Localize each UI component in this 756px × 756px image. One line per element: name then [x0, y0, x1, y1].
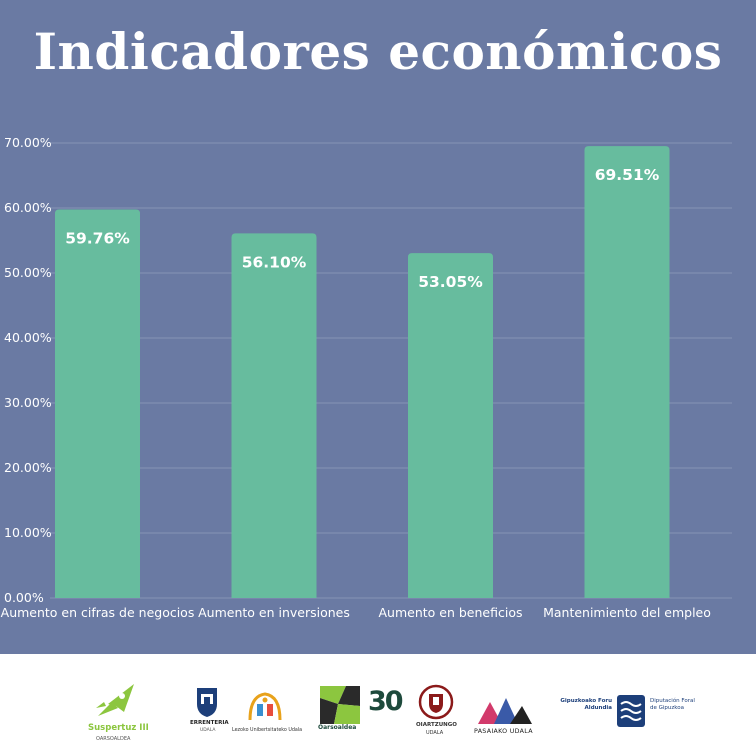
oiartzun-name: OIARTZUNGO	[416, 722, 457, 728]
gipuzkoa-name-left: Gipuzkoako Foru Aldundia	[560, 698, 612, 711]
oarsoaldea-badge: 30	[368, 686, 404, 717]
footer-logos: Suspertuz III OARSOALDEA ERRENTERIA UDAL…	[0, 654, 756, 756]
lezo-emblem-icon	[248, 692, 282, 721]
rocket-icon	[96, 684, 134, 716]
y-tick-label: 60.00%	[4, 200, 52, 215]
errenteria-name: ERRENTERIA	[190, 720, 229, 726]
x-tick-label: Aumento en cifras de negocios	[1, 605, 195, 620]
oiartzun-logo: OIARTZUNGO UDALA	[414, 684, 458, 738]
suspertuz-logo: Suspertuz III OARSOALDEA	[88, 680, 149, 746]
x-tick-label: Aumento en inversiones	[198, 605, 350, 620]
errenteria-shield-icon	[197, 688, 217, 717]
x-tick-label: Mantenimiento del empleo	[543, 605, 711, 620]
errenteria-sub: UDALA	[200, 728, 216, 733]
oarsoaldea-name: Oarsoaldea	[318, 724, 357, 731]
bar	[55, 209, 140, 598]
y-tick-label: 0.00%	[4, 590, 44, 605]
gipuzkoa-name-right: Diputación Foral de Gipuzkoa	[650, 698, 695, 711]
data-label: 59.76%	[65, 230, 130, 248]
pasaia-emblem-icon	[478, 698, 532, 724]
data-label: 56.10%	[242, 253, 307, 271]
bar	[584, 146, 670, 598]
oiartzun-sub: UDALA	[426, 730, 444, 736]
pasaia-logo: PASAIAKO UDALA	[474, 694, 536, 738]
gipuzkoa-logo: Gipuzkoako Foru Aldundia Diputación Fora…	[556, 694, 698, 734]
bar	[408, 253, 493, 599]
oiartzun-seal-icon	[418, 684, 454, 720]
data-label: 53.05%	[418, 273, 483, 291]
suspertuz-sub: OARSOALDEA	[96, 736, 131, 742]
bar	[231, 233, 317, 598]
oarsoaldea-emblem-icon	[320, 686, 360, 724]
oarsoaldea-logo: Oarsoaldea 30	[318, 684, 410, 732]
chart-title: Indicadores económicos	[33, 22, 723, 81]
y-tick-label: 40.00%	[4, 330, 52, 345]
y-tick-label: 10.00%	[4, 525, 52, 540]
y-tick-label: 20.00%	[4, 460, 52, 475]
y-tick-label: 30.00%	[4, 395, 52, 410]
lezo-logo: Lezoko Unibertsitateko Udala	[232, 690, 302, 738]
data-label: 69.51%	[595, 166, 660, 184]
x-tick-label: Aumento en beneficios	[379, 605, 523, 620]
gipuzkoa-shield-icon	[617, 695, 645, 727]
chart-panel: Indicadores económicos 0.00% 10.00% 20.00%…	[0, 0, 756, 654]
pasaia-name: PASAIAKO UDALA	[474, 728, 533, 735]
lezo-name: Lezoko Unibertsitateko Udala	[232, 728, 303, 733]
y-tick-label: 50.00%	[4, 265, 52, 280]
bar-chart: 0.00% 10.00% 20.00% 30.00% 40.00% 50.00% 60.00…	[1, 135, 732, 620]
suspertuz-name: Suspertuz III	[88, 723, 149, 733]
y-tick-label: 70.00%	[4, 135, 52, 150]
errenteria-logo: ERRENTERIA UDALA	[190, 686, 229, 738]
